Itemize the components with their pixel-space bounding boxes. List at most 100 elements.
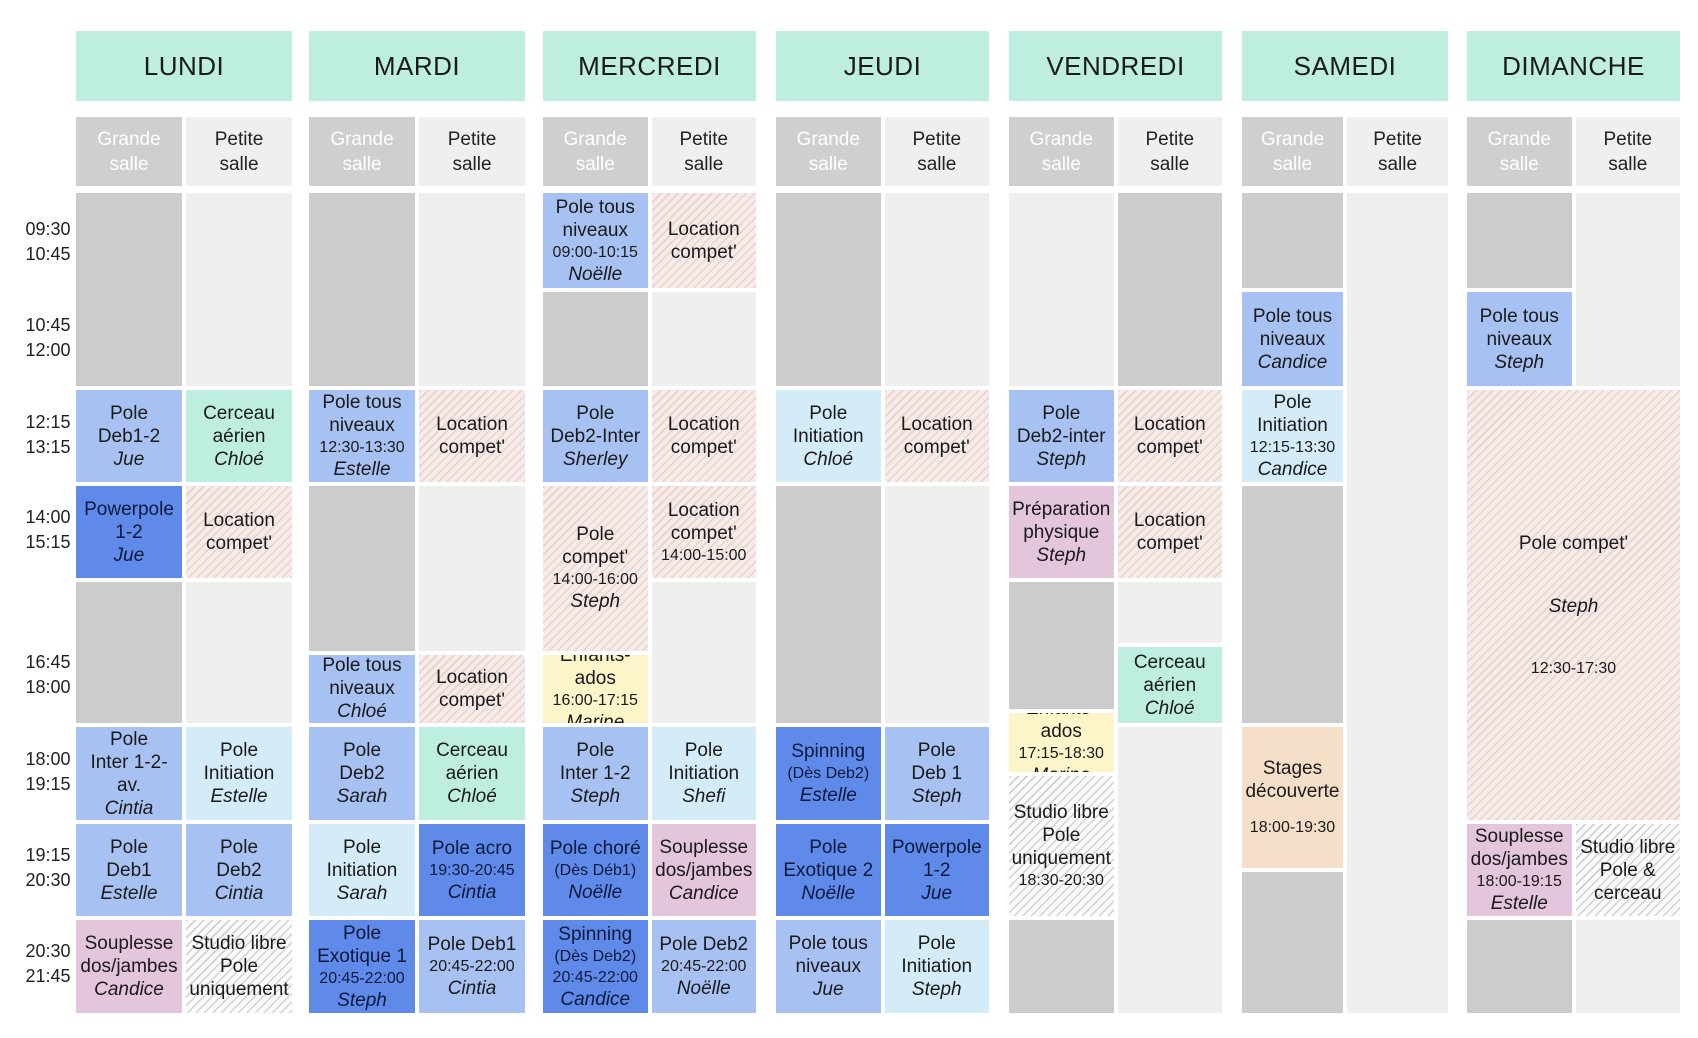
class-cell[interactable]: Studio libre Pole uniquement 18:30-20:30 (1009, 775, 1114, 916)
room-header-grande: Grande salle (543, 117, 648, 186)
class-cell[interactable]: Location compet' (419, 390, 525, 482)
class-cell[interactable]: Pole acro 19:30-20:45 Cintia (419, 824, 525, 916)
class-cell[interactable]: Pole Deb1-2 Jue (76, 390, 182, 482)
instructor-name: Cintia (214, 882, 264, 904)
class-cell[interactable]: Pole tous niveaux Chloé (309, 654, 415, 723)
instructor-name: Steph (570, 786, 621, 807)
class-title: compet' (439, 689, 505, 711)
class-cell[interactable]: Pole tous niveaux 12:30-13:30 Estelle (309, 390, 415, 482)
class-title: aérien (212, 425, 266, 447)
room-header-petite: Petite salle (884, 117, 989, 186)
class-cell[interactable]: Pole Deb2 20:45-22:00 Noëlle (651, 920, 756, 1013)
class-cell[interactable]: Pole Deb2 Sarah (309, 727, 415, 820)
class-cell[interactable]: Pole Deb1 20:45-22:00 Cintia (419, 920, 525, 1013)
class-cell[interactable]: Location compet' (419, 654, 525, 723)
class-cell[interactable]: Pole Initiation Shefi (651, 727, 756, 820)
room-header-petite: Petite salle (651, 117, 756, 186)
room-header-grande: Grande salle (1467, 117, 1572, 186)
class-cell[interactable]: Pole compet' 14:00-16:00 Steph (543, 486, 648, 651)
instructor-name: Jue (812, 979, 844, 1000)
class-cell[interactable]: Spinning (Dès Deb2) 20:45-22:00 Candice (543, 920, 648, 1013)
class-time: 18:00-19:15 (1476, 873, 1562, 890)
class-title: Pole tous (1479, 305, 1559, 327)
class-title: Deb1-2 (97, 425, 161, 447)
instructor-name: Jue (113, 448, 145, 470)
class-cell[interactable]: Pole tous niveaux Jue (776, 920, 881, 1013)
class-time: 12:30-17:30 (1530, 659, 1617, 677)
class-title: compet' (206, 533, 272, 554)
class-cell[interactable]: Pole Initiation Estelle (186, 727, 292, 820)
class-time: 14:00-15:00 (661, 546, 747, 564)
class-cell[interactable]: Spinning (Dès Deb2) Estelle (776, 727, 881, 820)
class-cell[interactable]: Pole compet' Steph 12:30-17:30 (1467, 390, 1680, 820)
class-cell[interactable]: Souplesse dos/jambes Candice (651, 824, 756, 916)
class-cell[interactable]: Location compet' (651, 390, 756, 482)
class-title: Pole (219, 956, 259, 977)
class-cell[interactable]: Cerceau aérien Chloé (1117, 647, 1222, 723)
class-cell[interactable]: Enfants-ados 16:00-17:15 Marine (543, 654, 648, 723)
class-cell[interactable]: Powerpole 1-2 Jue (884, 824, 989, 916)
class-title: compet' (670, 437, 737, 458)
class-cell[interactable]: Pole choré (Dès Déb1) Noëlle (543, 824, 648, 916)
day-header: VENDREDI (1009, 31, 1222, 101)
class-time: 19:30-20:45 (429, 861, 515, 879)
instructor-name: Candice (1257, 459, 1328, 480)
class-cell[interactable]: Pole Deb2-Inter Sherley (543, 390, 648, 482)
class-title: Pole (342, 922, 382, 944)
class-cell[interactable]: Location compet' (884, 390, 989, 482)
class-cell[interactable]: Studio libre Pole & cerceau (1575, 824, 1680, 916)
class-title: Pole (342, 740, 382, 761)
class-title: Pole (684, 740, 723, 761)
instructor-name: Noëlle (801, 882, 856, 904)
class-cell[interactable]: Préparation physique Steph (1009, 486, 1114, 578)
class-cell[interactable]: Location compet' (651, 193, 756, 288)
class-time: 20:45-22:00 (319, 969, 405, 987)
class-title: Pole tous (788, 933, 868, 954)
class-cell[interactable]: Souplesse dos/jambes 18:00-19:15 Estelle (1467, 824, 1572, 916)
class-cell[interactable]: Enfants-ados 17:15-18:30 Marine (1009, 712, 1114, 772)
class-cell[interactable]: Location compet' (1117, 486, 1222, 578)
class-title: Location (436, 666, 508, 688)
class-cell[interactable]: Pole tous niveaux Steph (1467, 292, 1572, 386)
time-end: 12:00 (25, 340, 71, 360)
class-title: 1-2 (923, 859, 951, 881)
class-cell[interactable]: Pole Initiation 12:15-13:30 Candice (1242, 390, 1343, 482)
class-cell[interactable]: Pole tous niveaux Candice (1242, 292, 1343, 386)
class-cell[interactable]: Pole Initiation Chloé (776, 390, 881, 482)
time-end: 13:15 (25, 437, 71, 457)
class-cell[interactable]: Pole Deb2 Cintia (186, 824, 292, 916)
class-cell[interactable]: Stages découverte 18:00-19:30 (1242, 727, 1343, 868)
time-label: 12:15 13:15 (18, 410, 78, 460)
instructor-name: Jue (921, 882, 953, 904)
class-cell[interactable]: Location compet' 14:00-15:00 (651, 486, 756, 578)
instructor-name: Steph (1036, 448, 1087, 470)
class-cell[interactable]: Pole Exotique 2 Noëlle (776, 824, 881, 916)
class-cell[interactable]: Powerpole 1-2 Jue (76, 486, 182, 578)
class-cell[interactable]: Pole Initiation Sarah (309, 824, 415, 916)
class-cell[interactable]: Cerceau aérien Chloé (186, 390, 292, 482)
class-cell[interactable]: Cerceau aérien Chloé (419, 727, 525, 820)
class-cell[interactable]: Studio libre Pole uniquement (186, 920, 292, 1013)
class-cell[interactable]: Souplesse dos/jambes Candice (76, 920, 182, 1013)
class-cell[interactable]: Location compet' (186, 486, 292, 578)
class-title: Pole (1273, 392, 1312, 413)
class-title: ados (1040, 721, 1082, 742)
class-cell[interactable]: Pole Inter 1-2 Steph (543, 727, 648, 820)
blocked-slot (1009, 920, 1114, 1013)
class-time: 09:00-10:15 (552, 243, 638, 261)
class-cell[interactable]: Pole Exotique 1 20:45-22:00 Steph (309, 920, 415, 1013)
class-title: Pole (109, 402, 149, 424)
class-cell[interactable]: Pole Deb2-inter Steph (1009, 390, 1114, 482)
class-title: dos/jambes (1470, 849, 1568, 870)
class-title: niveaux (562, 219, 629, 241)
class-cell[interactable]: Pole tous niveaux 09:00-10:15 Noëlle (543, 193, 648, 288)
class-cell[interactable]: Pole Inter 1-2-av. Cintia (76, 727, 182, 820)
class-cell[interactable]: Pole Deb 1 Steph (884, 727, 989, 820)
class-cell[interactable]: Pole Deb1 Estelle (76, 824, 182, 916)
class-time: 20:45-22:00 (661, 958, 747, 975)
class-cell[interactable]: Pole Initiation Steph (884, 920, 989, 1013)
class-title: Pole tous (322, 392, 402, 413)
class-title: dos/jambes (80, 956, 178, 977)
day-header: JEUDI (776, 31, 989, 101)
class-cell[interactable]: Location compet' (1117, 390, 1222, 482)
